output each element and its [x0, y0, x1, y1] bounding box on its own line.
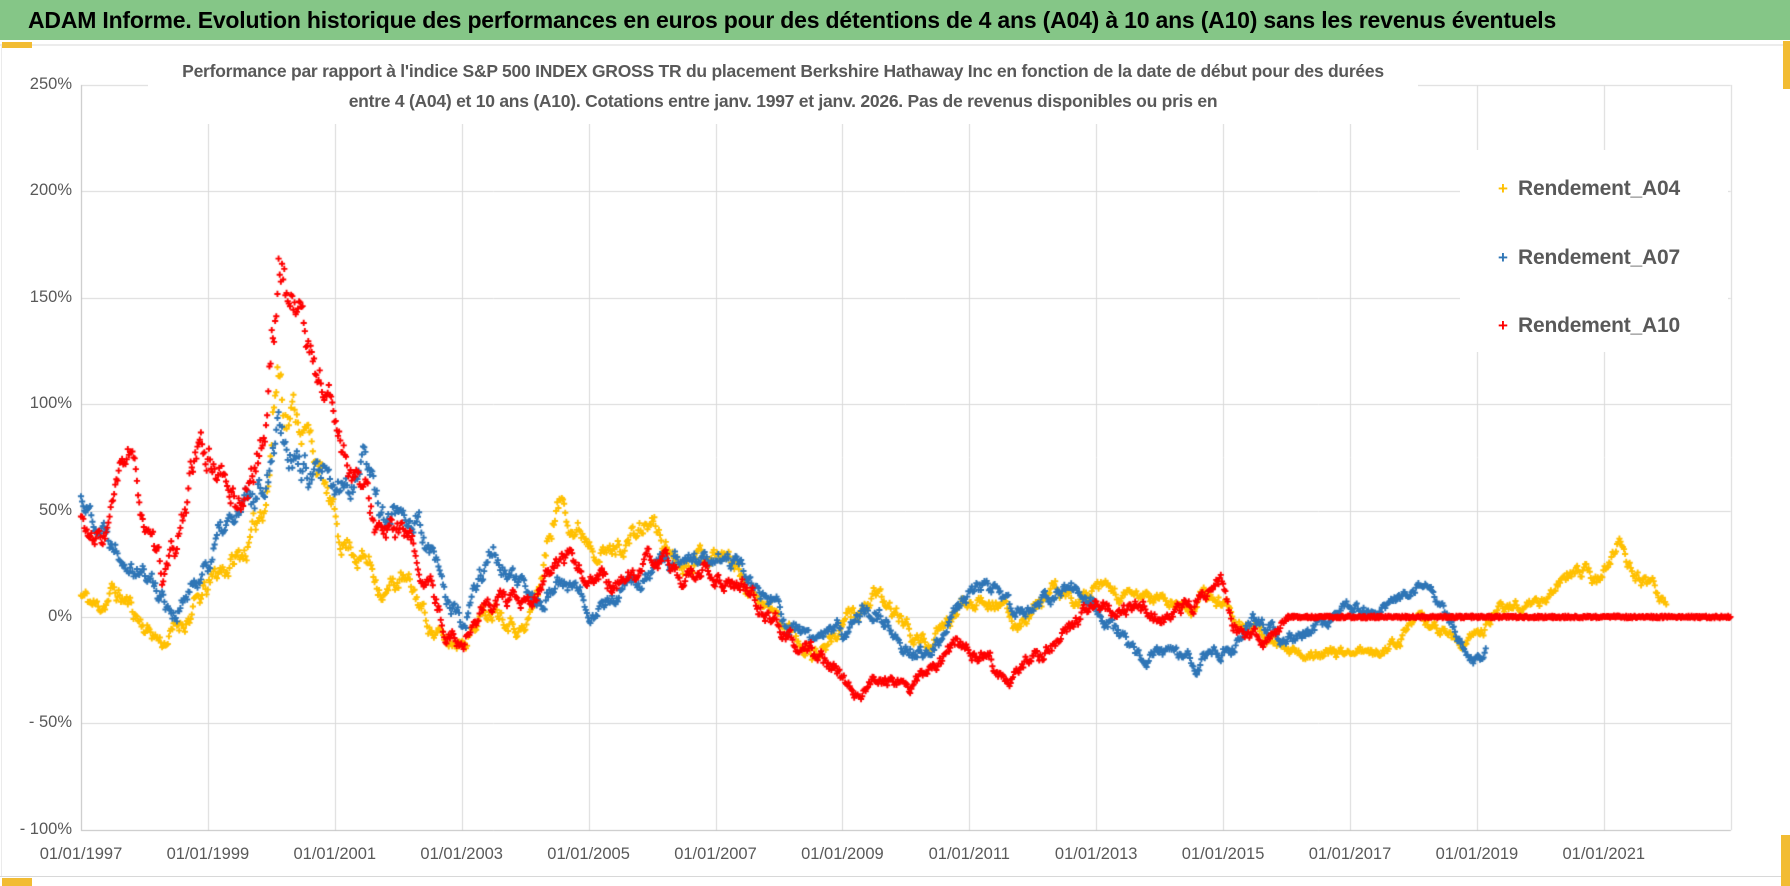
divider-top — [0, 44, 1790, 46]
x-tick-label: 01/01/2015 — [1181, 845, 1265, 863]
selection-accent-bottom-left — [2, 878, 32, 886]
y-tick-label: - 100% — [19, 819, 72, 838]
x-tick-label: 01/01/2013 — [1054, 845, 1138, 863]
legend-marker-icon: + — [1498, 248, 1508, 267]
y-tick-label: 0% — [48, 607, 72, 625]
banner: ADAM Informe. Evolution historique des p… — [0, 0, 1790, 40]
y-tick-label: - 50% — [28, 713, 72, 732]
x-tick-label: 01/01/2001 — [293, 845, 377, 863]
legend-item-rendement_a10[interactable]: + Rendement_A10 — [1498, 311, 1680, 341]
y-tick-label: 150% — [29, 287, 72, 306]
x-tick-label: 01/01/2017 — [1308, 845, 1392, 863]
chart-title: Performance par rapport à l'indice S&P 5… — [148, 48, 1418, 124]
legend-label: Rendement_A07 — [1518, 246, 1680, 269]
x-tick-label: 01/01/2011 — [928, 845, 1010, 863]
legend-item-rendement_a04[interactable]: + Rendement_A04 — [1498, 174, 1680, 204]
y-tick-label: 50% — [38, 500, 72, 519]
x-tick-label: 01/01/2003 — [420, 845, 503, 863]
legend-marker-icon: + — [1498, 179, 1508, 198]
selection-accent-top-right — [1783, 41, 1790, 89]
y-tick-label: 200% — [29, 181, 72, 200]
divider-bottom — [0, 876, 1790, 877]
legend-label: Rendement_A04 — [1518, 177, 1680, 200]
legend-marker-icon: + — [1498, 316, 1508, 335]
y-tick-label: 250% — [29, 75, 72, 93]
x-tick-label: 01/01/2009 — [801, 845, 884, 863]
legend: + Rendement_A04 + Rendement_A07 + Rendement_A… — [1460, 150, 1728, 352]
x-tick-label: 01/01/2007 — [674, 845, 757, 863]
chart-title-line2: entre 4 (A04) et 10 ans (A10). Cotations… — [348, 91, 1218, 111]
divider-left — [1, 44, 2, 876]
x-tick-label: 01/01/1999 — [166, 845, 250, 863]
x-tick-label: 01/01/2005 — [547, 845, 630, 863]
selection-accent-bottom-right — [1781, 835, 1790, 886]
x-tick-label: 01/01/2021 — [1562, 845, 1646, 863]
banner-title: ADAM Informe. Evolution historique des p… — [28, 6, 1557, 33]
legend-item-rendement_a07[interactable]: + Rendement_A07 — [1498, 243, 1680, 273]
x-tick-label: 01/01/1997 — [39, 845, 123, 863]
x-tick-label: 01/01/2019 — [1435, 845, 1519, 863]
legend-label: Rendement_A10 — [1518, 314, 1680, 337]
chart-title-line1: Performance par rapport à l'indice S&P 5… — [182, 61, 1384, 81]
selection-accent-top-left — [2, 42, 32, 48]
y-tick-label: 100% — [29, 394, 72, 413]
